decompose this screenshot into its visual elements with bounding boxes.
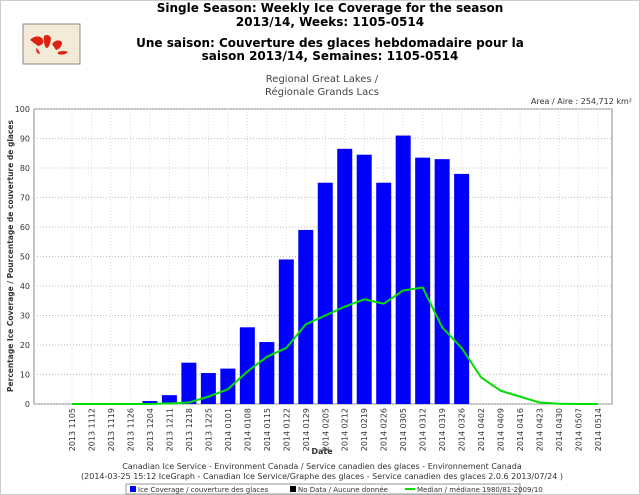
y-tick-label: 80 xyxy=(20,164,30,173)
x-tick-label: 2014 0326 xyxy=(458,408,467,451)
bar xyxy=(317,182,333,404)
y-tick-label: 100 xyxy=(15,105,30,114)
y-tick-label: 0 xyxy=(25,400,30,409)
x-tick-label: 2014 0514 xyxy=(594,408,603,451)
x-tick-label: 2014 0312 xyxy=(419,408,428,451)
x-tick-label: 2014 0101 xyxy=(224,408,233,451)
median-line xyxy=(72,286,598,405)
x-tick-label: 2014 0108 xyxy=(243,408,252,451)
bar xyxy=(298,229,314,404)
bar xyxy=(161,395,177,404)
bar xyxy=(395,135,411,405)
x-tick-label: 2014 0115 xyxy=(263,408,272,451)
y-tick-label: 40 xyxy=(20,282,30,291)
x-tick-label: 2014 0402 xyxy=(477,408,486,451)
x-tick-label: 2013 1119 xyxy=(107,408,116,451)
x-tick-label: 2013 1204 xyxy=(146,408,155,451)
y-axis-label: Percentage Ice Coverage / Pourcentage de… xyxy=(6,119,15,391)
x-tick-label: 2013 1105 xyxy=(68,408,77,451)
legend-label: Median / médiane 1980/81-2009/10 xyxy=(417,486,543,494)
legend-swatch xyxy=(130,486,136,492)
legend-label: Ice Coverage / couverture des glaces xyxy=(138,486,269,494)
title: saison 2013/14, Semaines: 1105-0514 xyxy=(202,49,459,63)
x-tick-label: 2014 0430 xyxy=(555,408,564,451)
y-tick-label: 60 xyxy=(20,223,30,232)
title: Single Season: Weekly Ice Coverage for t… xyxy=(157,1,504,15)
x-tick-label: 2014 0219 xyxy=(360,408,369,451)
bar xyxy=(376,182,392,404)
x-tick-label: 2013 1218 xyxy=(185,408,194,451)
x-tick-label: 2014 0507 xyxy=(575,408,584,451)
bar xyxy=(337,148,353,404)
legend-box xyxy=(125,483,521,495)
x-tick-label: 2014 0305 xyxy=(399,408,408,451)
subtitle: Régionale Grands Lacs xyxy=(265,86,379,98)
legend-label: No Data / Aucune donnée xyxy=(298,486,388,494)
y-tick-label: 30 xyxy=(20,312,30,321)
x-tick-label: 2014 0423 xyxy=(536,408,545,451)
subtitle: Regional Great Lakes / xyxy=(266,74,379,85)
x-tick-label: 2014 0319 xyxy=(438,408,447,451)
bar xyxy=(434,159,450,404)
x-tick-label: 2014 0129 xyxy=(302,408,311,451)
footer: Canadian Ice Service - Environment Canad… xyxy=(122,462,522,471)
bar xyxy=(220,368,236,404)
bar xyxy=(356,154,372,404)
x-tick-label: 2013 1211 xyxy=(165,408,174,451)
bar xyxy=(142,401,158,404)
bar xyxy=(454,173,470,404)
legend: Ice Coverage / couverture des glaces No D… xyxy=(125,483,543,495)
y-tick-label: 70 xyxy=(20,194,30,203)
x-tick-label: 2014 0122 xyxy=(282,408,291,451)
legend-swatch xyxy=(290,486,296,492)
y-tick-label: 20 xyxy=(20,341,30,350)
x-tick-label: 2014 0205 xyxy=(321,408,330,451)
x-tick-label: 2013 1112 xyxy=(87,408,96,451)
title: 2013/14, Weeks: 1105-0514 xyxy=(236,15,424,29)
title: Une saison: Couverture des glaces hebdom… xyxy=(136,36,524,50)
x-tick-label: 2013 1126 xyxy=(126,408,135,451)
x-tick-label: 2014 0409 xyxy=(497,408,506,451)
footer: (2014-03-25 15:12 IceGraph - Canadian Ic… xyxy=(81,472,563,481)
x-tick-label: 2014 0212 xyxy=(341,408,350,451)
y-tick-label: 50 xyxy=(20,253,30,262)
bar xyxy=(415,157,431,404)
y-tick-label: 10 xyxy=(20,371,30,380)
bar xyxy=(181,362,197,404)
bar xyxy=(239,327,255,404)
bar xyxy=(278,259,294,404)
bar xyxy=(200,373,216,404)
x-tick-label: 2014 0226 xyxy=(380,408,389,451)
y-tick-label: 90 xyxy=(20,135,30,144)
x-tick-label: 2013 1225 xyxy=(204,408,213,451)
x-tick-label: 2014 0416 xyxy=(516,408,525,451)
map-icon xyxy=(22,23,81,65)
area-label: Area / Aire : 254,712 km² xyxy=(531,97,632,106)
x-axis-label: Date xyxy=(311,447,333,456)
bar xyxy=(259,342,275,404)
